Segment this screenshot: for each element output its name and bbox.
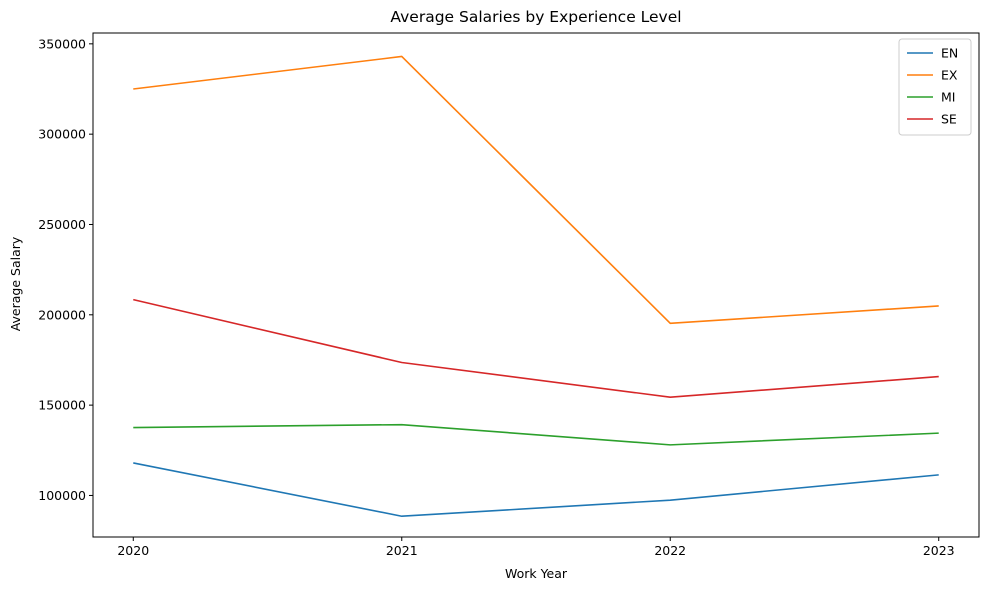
plot-frame xyxy=(92,32,980,538)
plot-lines xyxy=(133,55,939,518)
legend-label-mi: MI xyxy=(941,90,955,105)
series-line-se xyxy=(133,298,939,398)
x-tick-label: 2020 xyxy=(117,543,149,558)
chart-title: Average Salaries by Experience Level xyxy=(390,8,681,26)
x-axis-label: Work Year xyxy=(505,566,568,581)
legend: EN EX MI SE xyxy=(898,38,972,136)
legend-box xyxy=(898,38,972,136)
series-line-mi xyxy=(133,423,939,446)
y-axis-ticks: 100000 150000 200000 250000 300000 350000 xyxy=(38,36,93,503)
y-tick-label: 200000 xyxy=(38,307,86,322)
x-tick-label: 2023 xyxy=(923,543,955,558)
y-tick-label: 150000 xyxy=(38,398,86,413)
x-axis-ticks: 2020 2021 2022 2023 xyxy=(117,537,955,558)
x-tick-label: 2021 xyxy=(386,543,418,558)
x-tick-label: 2022 xyxy=(654,543,686,558)
y-axis-label: Average Salary xyxy=(8,236,23,331)
legend-label-se: SE xyxy=(941,112,957,127)
series-line-en xyxy=(133,462,939,518)
y-tick-label: 300000 xyxy=(38,127,86,142)
legend-label-en: EN xyxy=(941,46,958,61)
y-tick-label: 350000 xyxy=(38,36,86,51)
y-tick-label: 100000 xyxy=(38,488,86,503)
series-line-ex xyxy=(133,55,939,325)
y-tick-label: 250000 xyxy=(38,217,86,232)
legend-label-ex: EX xyxy=(941,68,958,83)
